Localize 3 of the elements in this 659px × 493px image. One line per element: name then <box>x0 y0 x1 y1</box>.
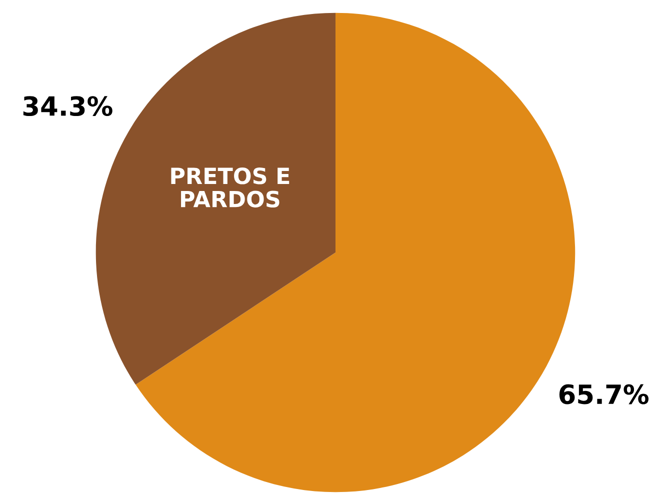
data-label: 65.7% <box>559 384 648 404</box>
slice-label: PRETOS E PARDOS <box>171 167 290 208</box>
data-label: 34.3% <box>23 96 112 116</box>
